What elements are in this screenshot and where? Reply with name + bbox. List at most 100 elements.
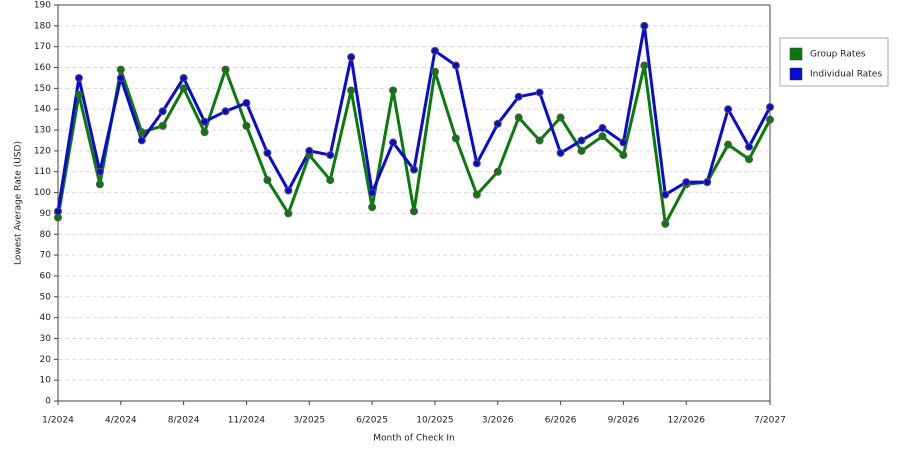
y-tick-label: 170: [34, 42, 51, 52]
y-tick-label: 70: [40, 251, 52, 261]
x-tick-label: 3/2026: [482, 416, 514, 426]
data-point: [368, 203, 377, 212]
data-point: [116, 65, 125, 74]
data-point: [263, 148, 272, 157]
data-point: [703, 178, 712, 187]
y-tick-label: 40: [40, 313, 52, 323]
data-point: [389, 138, 398, 147]
data-point: [535, 88, 544, 97]
y-tick-label: 130: [34, 126, 51, 136]
data-point: [347, 86, 356, 95]
y-tick-label: 120: [34, 146, 51, 156]
y-tick-label: 180: [34, 21, 51, 31]
data-point: [242, 98, 251, 107]
y-tick-label: 60: [40, 271, 52, 281]
y-tick-label: 20: [40, 355, 52, 365]
legend-swatch: [789, 67, 803, 81]
data-point: [577, 146, 586, 155]
data-point: [661, 190, 670, 199]
y-tick-label: 100: [34, 188, 51, 198]
y-tick-label: 0: [45, 397, 51, 407]
data-point: [54, 207, 62, 216]
data-point: [200, 128, 209, 137]
y-tick-label: 150: [34, 84, 51, 94]
data-point: [451, 61, 460, 70]
data-point: [326, 151, 335, 160]
data-point: [514, 92, 523, 101]
data-point: [263, 176, 272, 185]
data-point: [284, 209, 293, 218]
data-point: [326, 176, 335, 185]
data-point: [766, 103, 774, 112]
x-tick-label: 7/2027: [754, 416, 786, 426]
data-point: [724, 105, 733, 114]
data-point: [242, 121, 251, 130]
x-axis-title: Month of Check In: [373, 434, 455, 444]
series-line: [56, 63, 772, 226]
data-point: [745, 142, 754, 151]
x-tick-label: 6/2025: [356, 416, 388, 426]
data-point: [598, 123, 607, 132]
data-point: [410, 207, 418, 216]
x-tick-label: 4/2024: [105, 416, 137, 426]
data-point: [137, 136, 146, 145]
data-point: [556, 148, 565, 157]
y-tick-label: 90: [40, 209, 52, 219]
data-point: [116, 73, 125, 82]
data-point: [305, 146, 314, 155]
data-point: [410, 165, 418, 174]
data-point: [74, 90, 83, 99]
data-point: [619, 151, 628, 160]
data-point: [577, 136, 586, 145]
data-point: [389, 86, 398, 95]
data-point: [745, 155, 754, 164]
legend-swatch: [789, 47, 803, 61]
series-line: [56, 24, 772, 212]
data-point: [514, 113, 523, 122]
y-tick-label: 10: [40, 376, 52, 386]
y-tick-label: 110: [34, 167, 51, 177]
data-point: [74, 73, 83, 82]
x-tick-label: 6/2026: [545, 416, 577, 426]
x-tick-label: 10/2025: [416, 416, 453, 426]
y-tick-label: 140: [34, 105, 51, 115]
data-point: [451, 134, 460, 143]
data-point: [430, 46, 439, 55]
y-tick-label: 190: [34, 1, 51, 11]
data-point: [640, 61, 649, 70]
data-point: [95, 180, 104, 189]
x-tick-label: 11/2024: [228, 416, 266, 426]
data-point: [430, 67, 439, 76]
data-point: [95, 167, 104, 176]
data-point: [137, 128, 146, 137]
x-tick-label: 9/2026: [608, 416, 640, 426]
x-tick-label: 12/2026: [668, 416, 706, 426]
data-point: [598, 132, 607, 141]
legend-label: Individual Rates: [810, 70, 882, 80]
legend-label: Group Rates: [810, 50, 866, 60]
y-tick-label: 50: [40, 292, 52, 302]
data-point: [221, 65, 230, 74]
data-point: [284, 186, 293, 195]
data-point: [682, 178, 691, 187]
y-tick-label: 160: [34, 63, 51, 73]
data-point: [640, 21, 649, 30]
data-point: [368, 188, 377, 197]
data-point: [179, 73, 188, 82]
x-tick-label: 8/2024: [168, 416, 200, 426]
data-point: [766, 115, 774, 124]
y-tick-label: 80: [40, 230, 52, 240]
data-point: [200, 117, 209, 126]
data-point: [179, 84, 188, 93]
data-point: [661, 219, 670, 228]
x-tick-label: 1/2024: [42, 416, 74, 426]
y-axis-title: Lowest Average Rate (USD): [14, 141, 24, 265]
data-point: [493, 167, 502, 176]
data-point: [535, 136, 544, 145]
data-point: [221, 107, 230, 116]
data-point: [472, 190, 481, 199]
data-point: [556, 113, 565, 122]
data-point: [347, 53, 356, 62]
data-point: [619, 138, 628, 147]
